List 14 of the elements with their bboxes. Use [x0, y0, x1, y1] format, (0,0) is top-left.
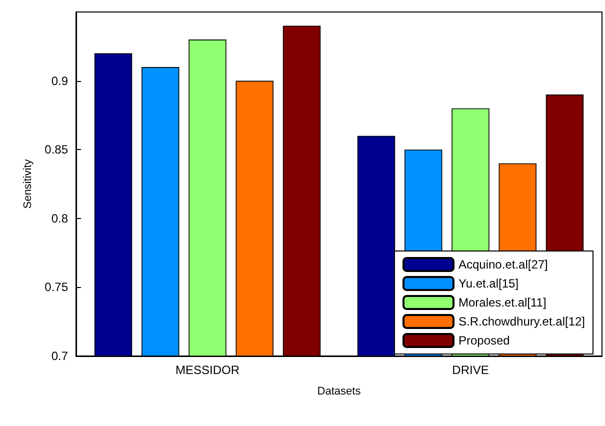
legend-label: Yu.et.al[15] [458, 276, 519, 290]
legend-label: Proposed [458, 334, 510, 348]
y-axis-title: Sensitivity [22, 158, 34, 209]
y-tick-label: 0.85 [44, 142, 68, 157]
legend-label: Morales.et.al[11] [458, 296, 546, 310]
legend-label: S.R.chowdhury.et.al[12] [458, 314, 586, 328]
y-tick-label: 0.75 [44, 280, 68, 294]
y-tick-label: 0.8 [51, 211, 68, 226]
y-tick-label: 0.9 [51, 74, 68, 88]
legend-label: Acquino.et.al[27] [458, 258, 548, 272]
x-tick-label: DRIVE [452, 363, 489, 377]
x-axis-title: Datasets [317, 386, 362, 398]
x-tick-label: MESSIDOR [175, 363, 240, 377]
y-tick-label: 0.7 [51, 349, 68, 363]
